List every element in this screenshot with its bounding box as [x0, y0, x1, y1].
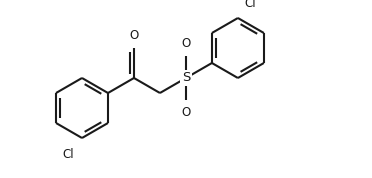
Text: S: S: [182, 72, 190, 85]
Text: O: O: [181, 106, 190, 119]
Text: O: O: [129, 29, 139, 42]
Text: Cl: Cl: [62, 148, 74, 161]
Text: Cl: Cl: [244, 0, 256, 10]
Text: O: O: [181, 37, 190, 50]
